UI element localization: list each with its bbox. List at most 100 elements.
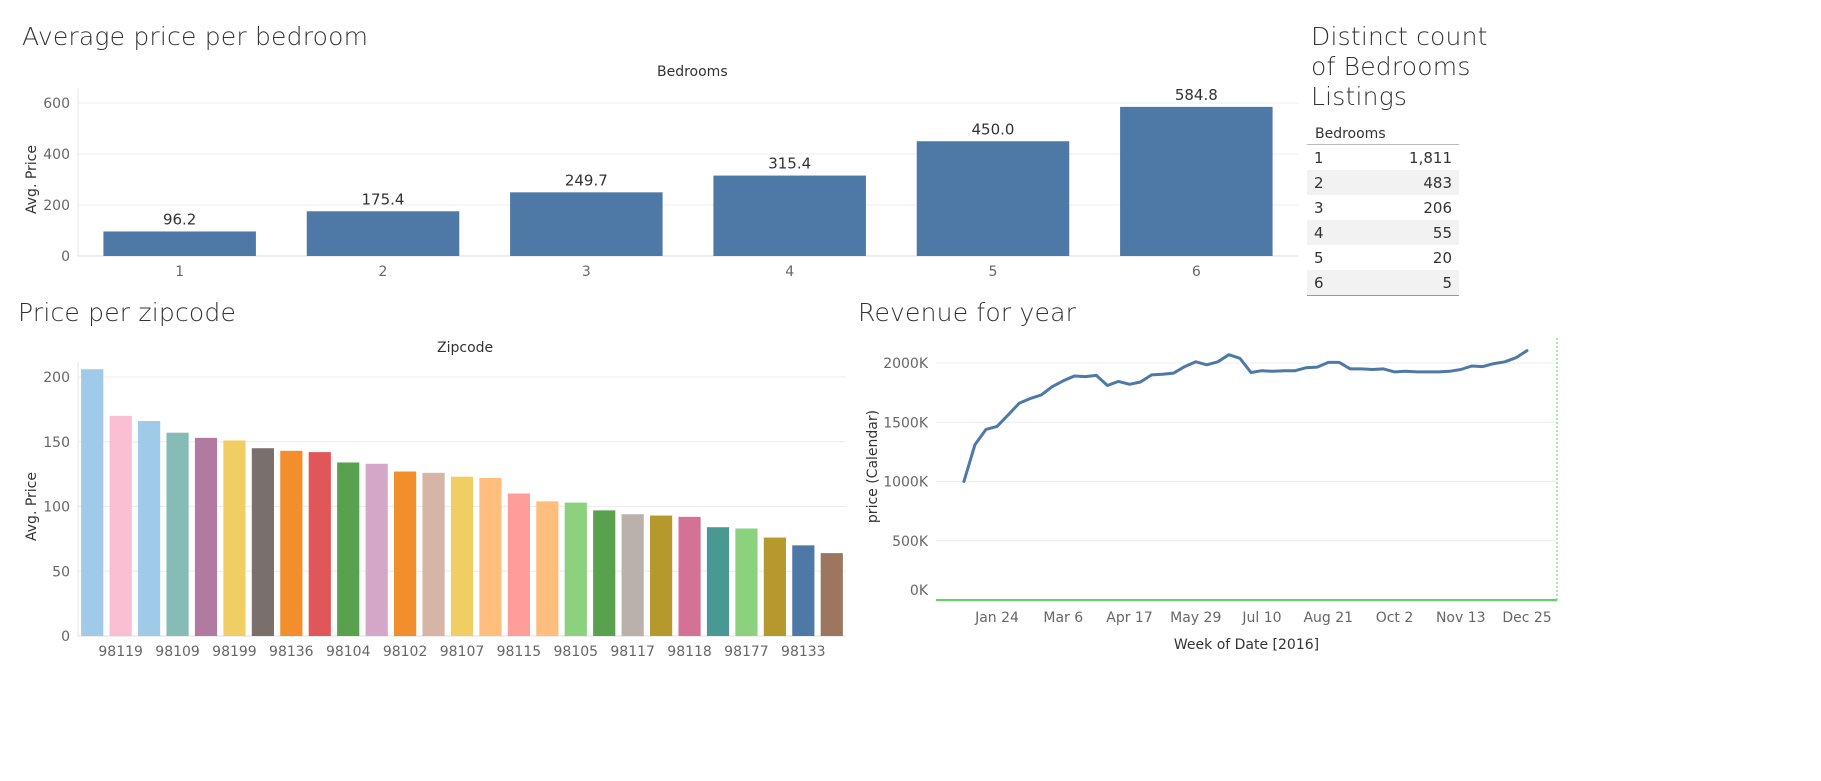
bar [81,369,104,636]
table-row: 2 483 [1307,170,1459,195]
count-cell: 1,811 [1409,148,1452,167]
zipcode-bar-chart: 0 50 100 150 200 98119 98109 98199 98136 98104 981… [24,362,846,660]
bedrooms-cell: 5 [1314,248,1324,267]
y-tick-label: 400 [43,147,70,163]
bar [479,478,502,636]
count-cell: 206 [1423,198,1452,217]
x-tick-label: 2 [379,264,388,280]
x-tick-label: Aug 21 [1303,610,1353,626]
bar [792,545,815,636]
x-tick-label: May 29 [1170,610,1221,626]
x-tick-label: 98105 [554,644,599,660]
table-row: 5 20 [1307,245,1459,270]
bar [650,515,673,636]
bar [510,192,663,256]
x-tick-label: 98119 [98,644,143,660]
x-tick-label: 6 [1192,264,1201,280]
bar [763,537,786,636]
bedrooms-cell: 6 [1307,270,1399,296]
bedrooms-cell: 2 [1307,170,1399,195]
y-tick-label: 1000K [883,475,929,491]
y-tick-label: 0 [61,249,70,265]
x-tick-label: 98117 [610,644,655,660]
bar-value-label: 450.0 [972,120,1015,138]
count-cell: 5 [1398,270,1459,296]
bar [365,463,388,636]
bar [337,462,360,636]
count-cell: 483 [1398,170,1459,195]
x-tick-label: 98118 [667,644,712,660]
bar-value-label: 96.2 [163,210,196,228]
y-tick-label: 500K [892,534,929,550]
x-tick-label: Nov 13 [1436,610,1486,626]
bar [450,476,474,636]
x-tick-label: Apr 17 [1106,610,1152,626]
zipcode-chart-title: Price per zipcode [18,298,237,327]
y-tick-label: 0K [910,583,929,599]
x-tick-label: Oct 2 [1376,610,1414,626]
y-axis-title: Avg. Price [24,145,40,214]
x-tick-label: 98109 [155,644,200,660]
bar [1120,106,1273,256]
table-row: 1 1,811 [1307,145,1459,171]
x-tick-label: 98115 [497,644,542,660]
x-tick-label: 98102 [383,644,428,660]
x-tick-label: 98136 [269,644,314,660]
bar [280,450,303,636]
bar [678,516,701,636]
bedroom-column-header: Bedrooms [657,64,728,80]
bedrooms-cell: 4 [1307,220,1399,245]
table-row: 4 55 [1307,220,1459,245]
bar [564,502,587,636]
count-table-title: Distinct count of Bedrooms Listings [1311,22,1488,112]
bedroom-chart-title: Average price per bedroom [22,22,369,51]
bedrooms-column-header: Bedrooms [1307,124,1399,145]
count-column-header [1398,124,1459,145]
bar-value-label: 249.7 [565,171,608,189]
bar [507,493,530,636]
count-title-line: of Bedrooms [1311,52,1471,81]
y-tick-label: 0 [61,629,70,645]
x-tick-label: Jul 10 [1241,610,1281,626]
bar [109,415,132,636]
revenue-line-chart: 0K 500K 1000K 1500K 2000K Jan 24 Mar 6 Apr 17 Ma… [865,338,1558,653]
y-tick-label: 200 [43,370,70,386]
table-row: 3 206 [1307,195,1459,220]
bar-value-label: 175.4 [362,190,405,208]
bar [251,448,274,636]
count-title-line: Listings [1311,82,1408,111]
x-tick-label: 98104 [326,644,371,660]
bedrooms-cell: 3 [1314,198,1324,217]
bar [713,175,866,256]
bar [394,471,417,636]
y-axis-title: Avg. Price [24,472,40,541]
bar [735,528,758,636]
y-tick-label: 1500K [883,415,929,431]
y-tick-label: 50 [52,564,70,580]
y-tick-label: 2000K [883,356,929,372]
x-tick-label: 4 [785,264,794,280]
x-tick-label: 98107 [440,644,485,660]
bar [223,440,246,636]
y-axis-title: price (Calendar) [865,410,881,523]
revenue-chart-title: Revenue for year [858,298,1077,327]
y-tick-label: 200 [43,198,70,214]
y-tick-label: 100 [43,500,70,516]
x-tick-label: 98133 [781,644,826,660]
bar [916,141,1070,256]
x-tick-label: 5 [989,264,998,280]
x-tick-label: Jan 24 [974,610,1019,626]
bedroom-bar-chart: 0 200 400 600 96.2 1 175.4 2 249.7 3 315.4 4 450.0 5 5… [24,86,1298,280]
count-cell: 20 [1432,248,1452,267]
x-tick-label: 98199 [212,644,257,660]
x-tick-label: 98177 [724,644,769,660]
bar [138,421,161,636]
bar [166,432,189,636]
bedrooms-cell: 1 [1314,148,1324,167]
bar [820,553,843,636]
bar [103,231,256,256]
x-tick-label: 1 [175,264,184,280]
